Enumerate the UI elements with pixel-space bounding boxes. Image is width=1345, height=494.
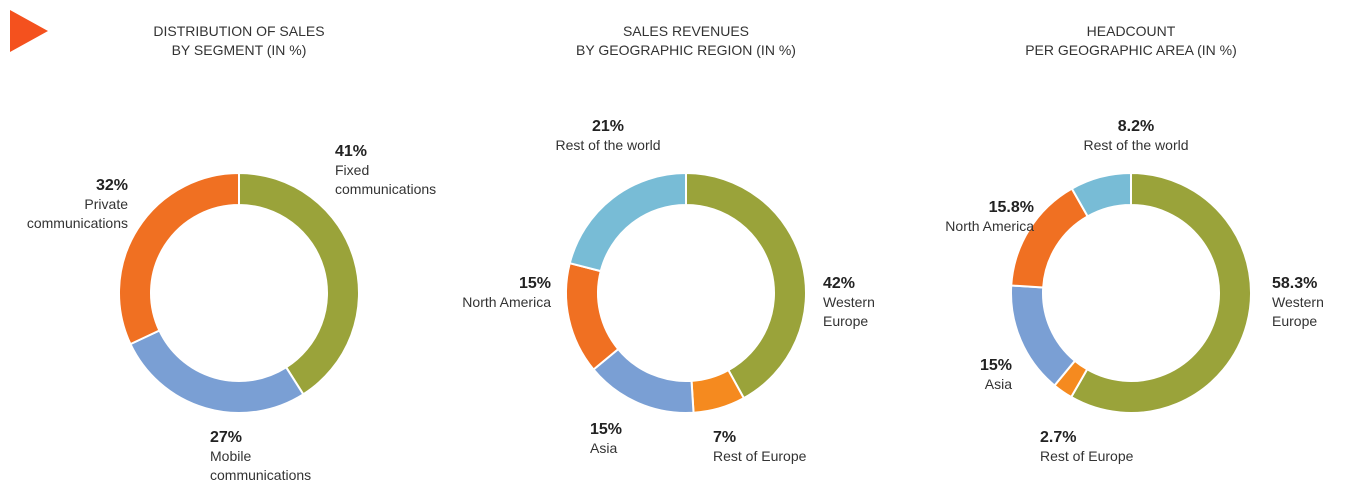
- title-line: DISTRIBUTION OF SALES: [153, 23, 325, 39]
- value-label: 8.2%: [1117, 118, 1155, 135]
- category-label: Rest of Europe: [713, 448, 807, 464]
- donut-segment: [685, 171, 807, 400]
- segment-label: 8.2% Rest of the world: [1036, 117, 1236, 155]
- donut-segment: [1010, 284, 1077, 387]
- value-label: 15%: [590, 421, 623, 438]
- donut-segment: [238, 171, 360, 396]
- value-label: 21%: [591, 118, 625, 135]
- chart-title: SALES REVENUES BY GEOGRAPHIC REGION (IN %…: [516, 22, 856, 60]
- title-line: SALES REVENUES: [622, 23, 750, 39]
- segment-label: 2.7% Rest of Europe: [1040, 428, 1160, 466]
- value-label: 42%: [823, 275, 856, 292]
- marker-triangle: [10, 10, 48, 52]
- title-line: BY SEGMENT (IN %): [171, 42, 307, 58]
- title-line: BY GEOGRAPHIC REGION (IN %): [576, 42, 796, 58]
- category-label: Western Europe: [823, 294, 875, 329]
- value-label: 7%: [713, 429, 737, 446]
- segment-label: 15% Asia: [932, 356, 1012, 394]
- segment-label: 15.8% North America: [904, 198, 1034, 236]
- donut-segment: [129, 329, 305, 414]
- segment-label: 41% Fixed communications: [335, 142, 465, 199]
- category-label: North America: [462, 294, 551, 310]
- segment-label: 58.3% Western Europe: [1272, 274, 1342, 331]
- segment-label: 27% Mobile communications: [210, 428, 330, 485]
- category-label: Rest of the world: [1083, 137, 1189, 153]
- category-label: Private communications: [26, 196, 128, 231]
- category-label: Mobile communications: [210, 448, 312, 483]
- value-label: 15%: [979, 357, 1012, 374]
- category-label: Rest of the world: [555, 137, 661, 153]
- segment-label: 21% Rest of the world: [508, 117, 708, 155]
- segment-label: 15% North America: [421, 274, 551, 312]
- chart-title: DISTRIBUTION OF SALES BY SEGMENT (IN %): [69, 22, 409, 60]
- donut-segment: [565, 261, 620, 371]
- title-line: PER GEOGRAPHIC AREA (IN %): [1025, 42, 1237, 58]
- value-label: 32%: [95, 177, 128, 194]
- value-label: 27%: [210, 429, 243, 446]
- category-label: Asia: [984, 376, 1012, 392]
- value-label: 15.8%: [988, 199, 1034, 216]
- category-label: North America: [945, 218, 1034, 234]
- value-label: 58.3%: [1272, 275, 1318, 292]
- category-label: Asia: [590, 440, 618, 456]
- value-label: 41%: [335, 143, 368, 160]
- donut-segment: [1070, 171, 1132, 218]
- segment-label: 15% Asia: [590, 420, 670, 458]
- value-label: 2.7%: [1040, 429, 1077, 446]
- category-label: Western Europe: [1272, 294, 1324, 329]
- chart-title: HEADCOUNT PER GEOGRAPHIC AREA (IN %): [961, 22, 1301, 60]
- segment-label: 7% Rest of Europe: [713, 428, 833, 466]
- category-label: Rest of Europe: [1040, 448, 1134, 464]
- donut-segment: [592, 347, 695, 414]
- title-line: HEADCOUNT: [1086, 23, 1176, 39]
- donut-segment: [568, 171, 687, 273]
- donut-segment: [118, 171, 240, 346]
- segment-label: 42% Western Europe: [823, 274, 893, 331]
- category-label: Fixed communications: [335, 162, 437, 197]
- donut-segment: [1069, 171, 1253, 414]
- value-label: 15%: [518, 275, 551, 292]
- segment-label: 32% Private communications: [0, 176, 128, 233]
